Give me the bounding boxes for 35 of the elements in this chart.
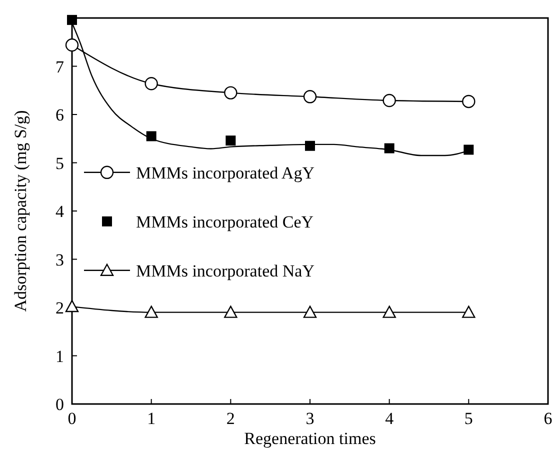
point bbox=[224, 306, 238, 318]
point bbox=[226, 136, 236, 146]
x-tick-label: 2 bbox=[226, 409, 235, 428]
x-axis-title: Regeneration times bbox=[244, 429, 376, 448]
x-tick-label: 6 bbox=[544, 409, 552, 428]
point bbox=[382, 94, 396, 108]
x-tick-label: 1 bbox=[147, 409, 156, 428]
y-tick-label: 6 bbox=[56, 106, 64, 124]
y-tick-label: 3 bbox=[56, 250, 64, 270]
y-axis-title: Adsorption capacity (mg S/g) bbox=[11, 110, 30, 312]
point bbox=[224, 86, 238, 100]
point bbox=[65, 38, 79, 52]
x-tick-label: 0 bbox=[68, 409, 76, 428]
legend-label: MMMs incorporated NaY bbox=[136, 261, 314, 280]
x-tick-label: 5 bbox=[464, 409, 473, 428]
point bbox=[464, 144, 474, 155]
point bbox=[144, 77, 158, 90]
point bbox=[382, 306, 396, 318]
legend-label: MMMs incorporated CeY bbox=[136, 212, 314, 232]
point bbox=[303, 90, 317, 104]
y-tick-label: 0 bbox=[56, 395, 64, 414]
y-tick-label: 4 bbox=[56, 202, 64, 221]
point bbox=[67, 14, 77, 25]
point bbox=[144, 306, 158, 318]
y-tick-label: 7 bbox=[56, 57, 64, 76]
x-tick-label: 3 bbox=[306, 409, 314, 428]
point bbox=[305, 140, 315, 151]
y-tick-label: 2 bbox=[56, 298, 64, 318]
y-tick-label: 1 bbox=[56, 346, 64, 366]
point bbox=[303, 306, 317, 318]
legend-label: MMMs incorporated AgY bbox=[136, 163, 314, 182]
point bbox=[462, 306, 476, 318]
x-tick-label: 4 bbox=[385, 409, 394, 428]
y-tick-label: 5 bbox=[56, 154, 64, 173]
point bbox=[462, 94, 476, 108]
